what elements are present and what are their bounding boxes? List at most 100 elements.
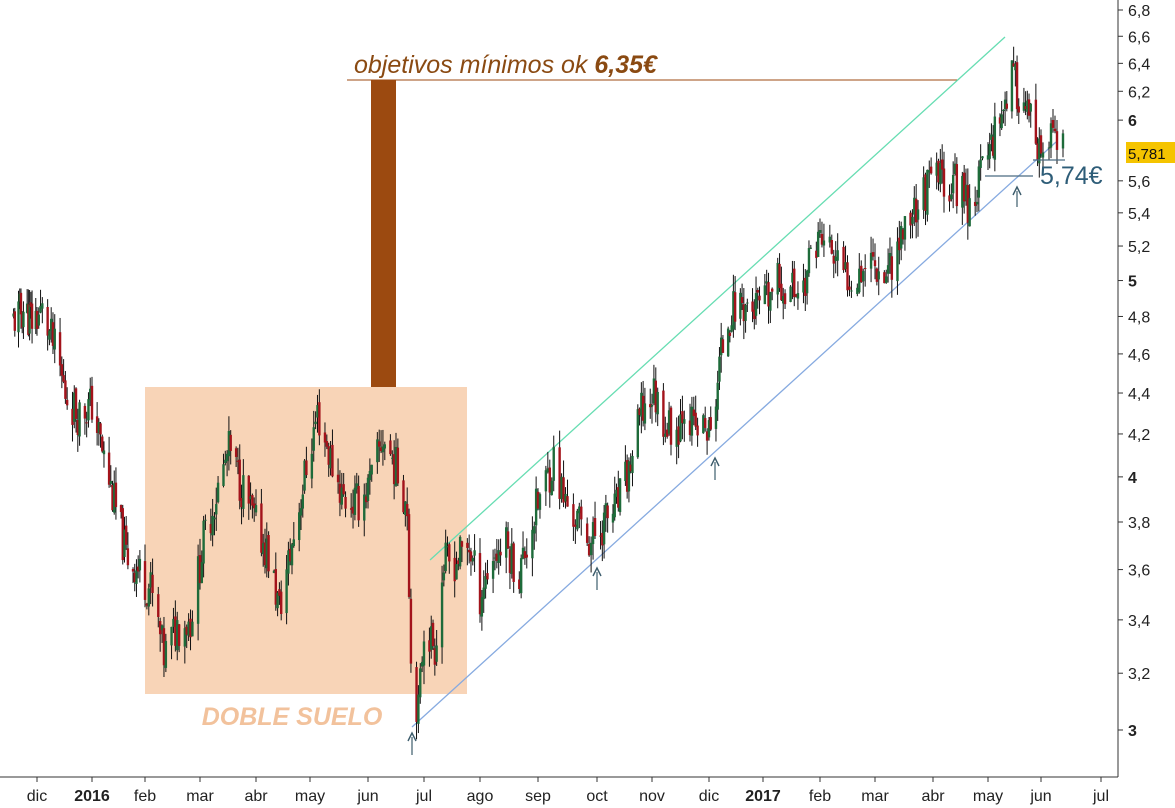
- candle-body: [290, 544, 294, 566]
- candle-body: [756, 290, 759, 293]
- candle-body: [898, 237, 901, 251]
- candle-body: [629, 464, 632, 472]
- candle-body: [1049, 123, 1053, 148]
- candle-body: [683, 419, 686, 424]
- candle-body: [430, 626, 433, 650]
- x-tick-label: dic: [699, 788, 719, 805]
- candle-body: [160, 625, 164, 631]
- last-price-tag: [1126, 142, 1175, 163]
- candle-body: [649, 404, 652, 408]
- target-projection-bar: [371, 80, 396, 387]
- candle-body: [1017, 106, 1020, 113]
- candle-body: [278, 589, 281, 596]
- candle-body: [1015, 62, 1019, 110]
- candle-body: [71, 408, 74, 425]
- candle-body: [136, 566, 140, 572]
- candle-body: [558, 447, 561, 499]
- target-label-text: objetivos mínimos ok: [354, 51, 594, 79]
- candle-body: [640, 392, 643, 417]
- candle-body: [966, 185, 970, 223]
- candle-body: [533, 526, 536, 534]
- candle-body: [486, 573, 489, 580]
- y-tick-label: 4,8: [1128, 309, 1150, 326]
- y-tick-label: 5,4: [1128, 206, 1150, 223]
- candle-body: [1010, 60, 1014, 112]
- candle-body: [973, 201, 977, 206]
- low-point-arrows: [407, 185, 1022, 755]
- candle-body: [453, 557, 456, 582]
- y-tick-label: 4,6: [1128, 347, 1150, 364]
- candle-body: [778, 263, 781, 289]
- candle-body: [862, 271, 865, 282]
- candle-body: [222, 464, 225, 486]
- candle-body: [656, 391, 659, 415]
- candle-body: [846, 262, 849, 291]
- candle-body: [394, 446, 398, 486]
- candle-body: [950, 194, 953, 200]
- candle-body: [370, 464, 373, 475]
- candle-body: [272, 570, 276, 573]
- candle-body: [815, 250, 818, 258]
- candle-body: [349, 508, 353, 510]
- candle-body: [828, 236, 832, 243]
- candle-body: [133, 572, 136, 583]
- candle-body: [353, 487, 357, 515]
- candle-body: [856, 287, 859, 294]
- candle-body: [491, 561, 495, 579]
- candle-body: [820, 233, 824, 245]
- candle-body: [510, 543, 514, 574]
- y-tick-label: 5: [1128, 274, 1137, 291]
- candle-body: [850, 290, 853, 292]
- x-tick-label: mar: [186, 788, 214, 805]
- candle-body: [924, 174, 927, 212]
- candle-body: [1051, 119, 1055, 128]
- candle-body: [776, 262, 779, 295]
- candle-body: [791, 272, 794, 283]
- candle-body: [929, 166, 933, 174]
- candle-body: [914, 198, 918, 223]
- candle-body: [538, 494, 542, 510]
- candle-body: [480, 597, 484, 617]
- candle-body: [176, 620, 179, 651]
- candle-body: [114, 482, 118, 508]
- x-axis: dic 2016 feb mar abr may jun jul ago sep oct nov dic…: [27, 777, 1109, 805]
- candle-body: [572, 504, 575, 527]
- y-tick-label: 3: [1128, 723, 1137, 740]
- up-arrow-icon: [407, 731, 417, 742]
- candle-body: [83, 405, 87, 419]
- candle-body: [550, 480, 553, 496]
- candle-body: [331, 444, 334, 477]
- x-tick-label: feb: [809, 788, 831, 805]
- candle-body: [744, 304, 747, 321]
- y-tick-label: 6,6: [1128, 29, 1150, 46]
- candle-body: [323, 432, 327, 443]
- candle-body: [89, 388, 92, 401]
- candle-body: [262, 543, 265, 555]
- candle-body: [1003, 99, 1007, 110]
- candle-body: [721, 339, 725, 353]
- candle-body: [604, 503, 608, 516]
- candle-body: [471, 557, 474, 562]
- candle-body: [312, 427, 315, 451]
- candle-body: [869, 252, 873, 269]
- x-tick-label: jun: [356, 788, 378, 805]
- candle-body: [138, 558, 142, 571]
- candle-body: [1061, 133, 1065, 149]
- x-tick-label: jul: [415, 788, 432, 805]
- channel-lower-line: [411, 141, 1057, 728]
- candle-body: [34, 310, 37, 330]
- up-arrow-icon: [1012, 185, 1022, 196]
- candle-body: [376, 439, 379, 463]
- candle-body: [460, 541, 464, 547]
- candle-body: [732, 291, 735, 330]
- candle-body: [677, 426, 680, 445]
- candle-body: [899, 225, 903, 249]
- candle-body: [523, 551, 527, 559]
- candle-body: [151, 574, 154, 593]
- candle-body: [696, 425, 699, 436]
- candle-body: [225, 453, 229, 462]
- candle-body: [162, 628, 166, 666]
- candle-body: [101, 436, 104, 452]
- candle-body: [740, 297, 744, 303]
- candle-body: [204, 519, 207, 521]
